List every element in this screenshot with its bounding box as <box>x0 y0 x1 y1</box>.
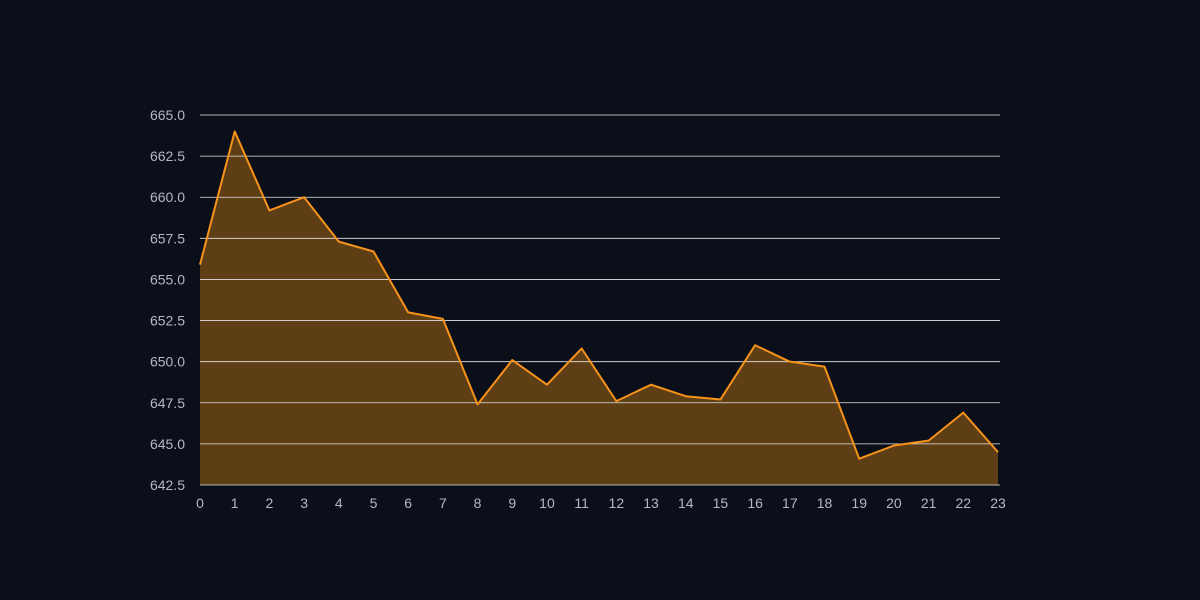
y-tick-label: 645.0 <box>150 436 185 452</box>
y-tick-label: 660.0 <box>150 189 185 205</box>
x-tick-label: 8 <box>474 495 482 511</box>
y-tick-label: 642.5 <box>150 477 185 493</box>
x-tick-label: 22 <box>956 495 972 511</box>
y-tick-label: 647.5 <box>150 395 185 411</box>
area-fill <box>200 131 998 485</box>
y-tick-label: 665.0 <box>150 107 185 123</box>
x-tick-label: 10 <box>539 495 555 511</box>
x-tick-label: 11 <box>574 495 589 511</box>
y-tick-label: 650.0 <box>150 354 185 370</box>
area-line <box>199 130 999 460</box>
x-tick-label: 21 <box>921 495 937 511</box>
y-tick-label: 655.0 <box>150 271 185 287</box>
x-tick-label: 17 <box>782 495 798 511</box>
x-tick-label: 16 <box>747 495 763 511</box>
x-tick-label: 13 <box>643 495 659 511</box>
x-tick-label: 0 <box>196 495 204 511</box>
x-tick-label: 3 <box>300 495 308 511</box>
x-tick-label: 4 <box>335 495 343 511</box>
y-tick-label: 662.5 <box>150 148 185 164</box>
x-tick-label: 5 <box>370 495 378 511</box>
x-tick-label: 20 <box>886 495 902 511</box>
x-tick-label: 9 <box>508 495 516 511</box>
x-tick-label: 6 <box>404 495 412 511</box>
x-tick-label: 12 <box>609 495 625 511</box>
x-tick-label: 2 <box>265 495 273 511</box>
x-tick-label: 14 <box>678 495 694 511</box>
x-tick-label: 23 <box>990 495 1006 511</box>
x-tick-label: 1 <box>231 495 239 511</box>
x-tick-label: 18 <box>817 495 833 511</box>
y-tick-label: 652.5 <box>150 313 185 329</box>
x-tick-label: 7 <box>439 495 447 511</box>
y-tick-label: 657.5 <box>150 230 185 246</box>
x-tick-label: 15 <box>713 495 729 511</box>
x-tick-label: 19 <box>851 495 867 511</box>
